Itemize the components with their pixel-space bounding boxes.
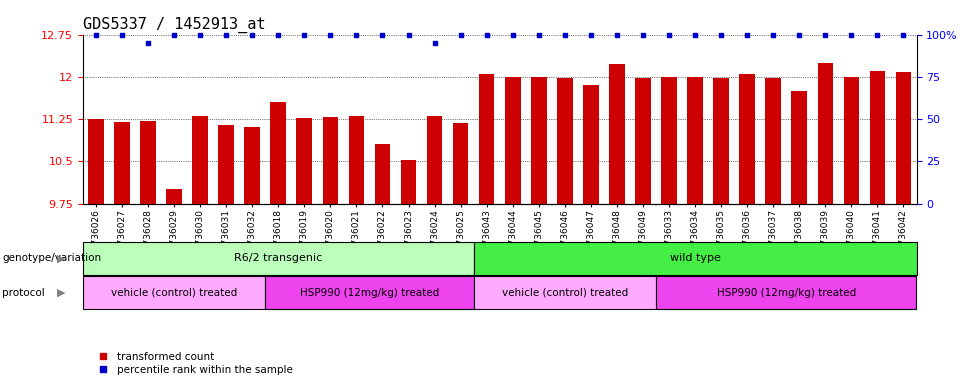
Point [401, 31, 416, 38]
Point [687, 31, 703, 38]
Point [635, 31, 650, 38]
Legend: transformed count, percentile rank within the sample: transformed count, percentile rank withi… [88, 348, 297, 379]
Bar [635, 78, 650, 204]
Bar [765, 78, 781, 204]
Point [843, 31, 859, 38]
Bar [792, 91, 807, 204]
Bar [870, 71, 885, 204]
Text: protocol: protocol [2, 288, 45, 298]
Bar [687, 77, 703, 204]
Bar [843, 77, 859, 204]
Point [792, 31, 807, 38]
Bar [896, 72, 912, 204]
Point [349, 31, 365, 38]
Bar [739, 74, 755, 204]
Text: genotype/variation: genotype/variation [2, 253, 101, 263]
Point [817, 31, 833, 38]
Point [218, 31, 234, 38]
Text: vehicle (control) treated: vehicle (control) treated [502, 288, 628, 298]
Bar [714, 78, 729, 204]
Bar [661, 77, 677, 204]
Text: wild type: wild type [670, 253, 721, 263]
Bar [452, 123, 468, 204]
Point [870, 31, 885, 38]
Point [192, 31, 208, 38]
Point [739, 31, 755, 38]
Point [296, 31, 312, 38]
Bar [192, 116, 208, 204]
Bar [583, 85, 599, 204]
Bar [505, 77, 521, 204]
Point [531, 31, 547, 38]
Point [765, 31, 781, 38]
Point [140, 40, 156, 46]
Point [114, 31, 130, 38]
Text: GDS5337 / 1452913_at: GDS5337 / 1452913_at [83, 17, 265, 33]
Text: vehicle (control) treated: vehicle (control) treated [111, 288, 237, 298]
Text: R6/2 transgenic: R6/2 transgenic [234, 253, 323, 263]
Bar [479, 74, 494, 204]
Bar [609, 65, 625, 204]
Bar [166, 189, 182, 204]
Point [505, 31, 521, 38]
Point [557, 31, 572, 38]
Text: HSP990 (12mg/kg) treated: HSP990 (12mg/kg) treated [717, 288, 856, 298]
Point [374, 31, 390, 38]
Bar [270, 102, 286, 204]
Point [427, 40, 443, 46]
Bar [401, 160, 416, 204]
Bar [531, 77, 547, 204]
Point [479, 31, 494, 38]
Point [609, 31, 625, 38]
Point [323, 31, 338, 38]
Point [896, 31, 912, 38]
Bar [140, 121, 156, 204]
Text: ▶: ▶ [57, 253, 65, 263]
Bar [374, 144, 390, 204]
Text: ▶: ▶ [57, 288, 65, 298]
Bar [218, 125, 234, 204]
Point [245, 31, 260, 38]
Bar [114, 122, 130, 204]
Bar [349, 116, 365, 204]
Bar [557, 78, 572, 204]
Bar [296, 118, 312, 204]
Bar [88, 119, 103, 204]
Bar [817, 63, 833, 204]
Bar [245, 127, 260, 204]
Text: HSP990 (12mg/kg) treated: HSP990 (12mg/kg) treated [299, 288, 439, 298]
Bar [323, 118, 338, 204]
Point [452, 31, 468, 38]
Point [88, 31, 103, 38]
Point [270, 31, 286, 38]
Point [167, 31, 182, 38]
Point [583, 31, 599, 38]
Point [714, 31, 729, 38]
Bar [427, 116, 443, 204]
Point [661, 31, 677, 38]
